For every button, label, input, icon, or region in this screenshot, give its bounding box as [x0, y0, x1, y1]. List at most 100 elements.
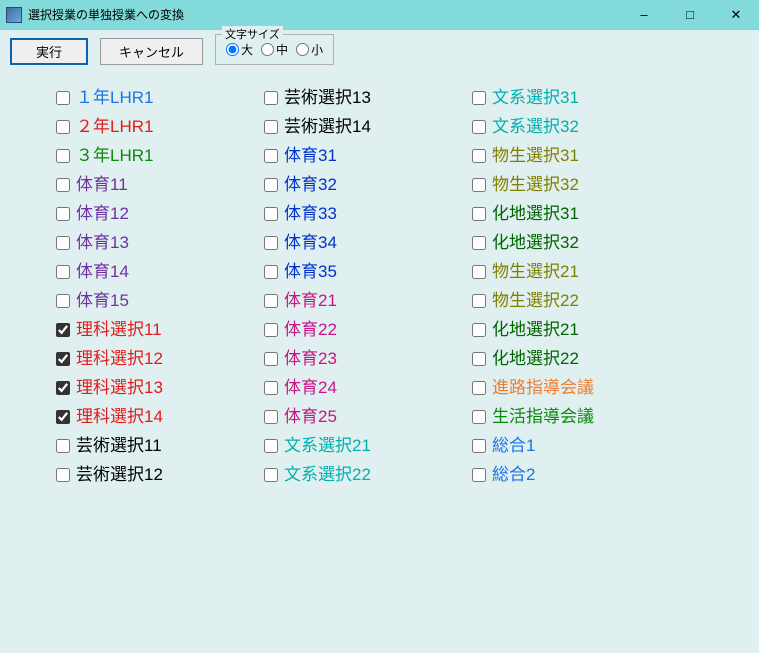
- list-item[interactable]: 化地選択21: [472, 321, 692, 338]
- list-item[interactable]: 体育25: [264, 408, 464, 425]
- item-checkbox[interactable]: [264, 236, 278, 250]
- maximize-button[interactable]: □: [667, 0, 713, 29]
- item-checkbox[interactable]: [472, 352, 486, 366]
- item-checkbox[interactable]: [472, 410, 486, 424]
- list-item[interactable]: 文系選択22: [264, 466, 464, 483]
- item-label: ２年LHR1: [76, 118, 153, 135]
- list-item[interactable]: 理科選択14: [56, 408, 256, 425]
- item-checkbox[interactable]: [264, 468, 278, 482]
- list-item[interactable]: 生活指導会議: [472, 408, 692, 425]
- item-checkbox[interactable]: [264, 207, 278, 221]
- list-item[interactable]: １年LHR1: [56, 89, 256, 106]
- list-item[interactable]: 文系選択31: [472, 89, 692, 106]
- fontsize-small-radio[interactable]: [296, 43, 309, 56]
- item-checkbox[interactable]: [56, 236, 70, 250]
- list-item[interactable]: 化地選択22: [472, 350, 692, 367]
- item-checkbox[interactable]: [56, 207, 70, 221]
- item-label: 物生選択31: [492, 147, 579, 164]
- item-checkbox[interactable]: [264, 178, 278, 192]
- item-checkbox[interactable]: [264, 294, 278, 308]
- item-checkbox[interactable]: [56, 352, 70, 366]
- item-checkbox[interactable]: [472, 381, 486, 395]
- list-item[interactable]: 芸術選択12: [56, 466, 256, 483]
- item-checkbox[interactable]: [56, 410, 70, 424]
- item-checkbox[interactable]: [472, 439, 486, 453]
- item-checkbox[interactable]: [264, 381, 278, 395]
- item-label: 文系選択22: [284, 466, 371, 483]
- item-checkbox[interactable]: [472, 323, 486, 337]
- list-item[interactable]: ２年LHR1: [56, 118, 256, 135]
- item-checkbox[interactable]: [56, 323, 70, 337]
- list-item[interactable]: 体育35: [264, 263, 464, 280]
- list-item[interactable]: 芸術選択14: [264, 118, 464, 135]
- list-item[interactable]: 体育14: [56, 263, 256, 280]
- list-item[interactable]: 体育33: [264, 205, 464, 222]
- item-checkbox[interactable]: [472, 178, 486, 192]
- item-label: 理科選択13: [76, 379, 163, 396]
- list-item[interactable]: 体育22: [264, 321, 464, 338]
- list-item[interactable]: 芸術選択11: [56, 437, 256, 454]
- list-item[interactable]: 体育31: [264, 147, 464, 164]
- list-item[interactable]: 体育23: [264, 350, 464, 367]
- item-checkbox[interactable]: [56, 178, 70, 192]
- list-item[interactable]: 理科選択12: [56, 350, 256, 367]
- item-checkbox[interactable]: [472, 91, 486, 105]
- item-checkbox[interactable]: [264, 410, 278, 424]
- fontsize-medium-radio[interactable]: [261, 43, 274, 56]
- item-checkbox[interactable]: [264, 91, 278, 105]
- item-checkbox[interactable]: [472, 265, 486, 279]
- item-checkbox[interactable]: [472, 236, 486, 250]
- item-checkbox[interactable]: [56, 149, 70, 163]
- list-item[interactable]: 体育21: [264, 292, 464, 309]
- list-item[interactable]: 体育34: [264, 234, 464, 251]
- minimize-button[interactable]: –: [621, 0, 667, 29]
- list-item[interactable]: 体育13: [56, 234, 256, 251]
- item-checkbox[interactable]: [56, 91, 70, 105]
- item-checkbox[interactable]: [56, 381, 70, 395]
- list-item[interactable]: 体育11: [56, 176, 256, 193]
- list-item[interactable]: 体育32: [264, 176, 464, 193]
- list-item[interactable]: ３年LHR1: [56, 147, 256, 164]
- list-item[interactable]: 物生選択22: [472, 292, 692, 309]
- item-checkbox[interactable]: [264, 323, 278, 337]
- list-item[interactable]: 文系選択21: [264, 437, 464, 454]
- list-item[interactable]: 総合2: [472, 466, 692, 483]
- list-item[interactable]: 体育12: [56, 205, 256, 222]
- list-item[interactable]: 化地選択32: [472, 234, 692, 251]
- list-item[interactable]: 化地選択31: [472, 205, 692, 222]
- list-item[interactable]: 物生選択31: [472, 147, 692, 164]
- list-item[interactable]: 体育24: [264, 379, 464, 396]
- list-item[interactable]: 進路指導会議: [472, 379, 692, 396]
- item-checkbox[interactable]: [472, 468, 486, 482]
- item-checkbox[interactable]: [472, 149, 486, 163]
- item-checkbox[interactable]: [472, 120, 486, 134]
- item-checkbox[interactable]: [56, 439, 70, 453]
- list-item[interactable]: 理科選択13: [56, 379, 256, 396]
- fontsize-small[interactable]: 小: [296, 41, 323, 58]
- fontsize-large-radio[interactable]: [226, 43, 239, 56]
- list-item[interactable]: 物生選択32: [472, 176, 692, 193]
- close-button[interactable]: ✕: [713, 0, 759, 29]
- item-checkbox[interactable]: [264, 439, 278, 453]
- item-checkbox[interactable]: [264, 352, 278, 366]
- item-label: 理科選択11: [76, 321, 162, 338]
- list-item[interactable]: 総合1: [472, 437, 692, 454]
- item-checkbox[interactable]: [264, 265, 278, 279]
- fontsize-medium[interactable]: 中: [261, 41, 288, 58]
- execute-button[interactable]: 実行: [10, 38, 88, 65]
- item-checkbox[interactable]: [264, 120, 278, 134]
- list-item[interactable]: 物生選択21: [472, 263, 692, 280]
- item-checkbox[interactable]: [56, 265, 70, 279]
- list-item[interactable]: 芸術選択13: [264, 89, 464, 106]
- item-checkbox[interactable]: [56, 294, 70, 308]
- item-checkbox[interactable]: [56, 120, 70, 134]
- cancel-button[interactable]: キャンセル: [100, 38, 203, 65]
- item-checkbox[interactable]: [472, 207, 486, 221]
- item-checkbox[interactable]: [264, 149, 278, 163]
- item-checkbox[interactable]: [472, 294, 486, 308]
- list-item[interactable]: 理科選択11: [56, 321, 256, 338]
- fontsize-large[interactable]: 大: [226, 41, 253, 58]
- list-item[interactable]: 文系選択32: [472, 118, 692, 135]
- list-item[interactable]: 体育15: [56, 292, 256, 309]
- item-checkbox[interactable]: [56, 468, 70, 482]
